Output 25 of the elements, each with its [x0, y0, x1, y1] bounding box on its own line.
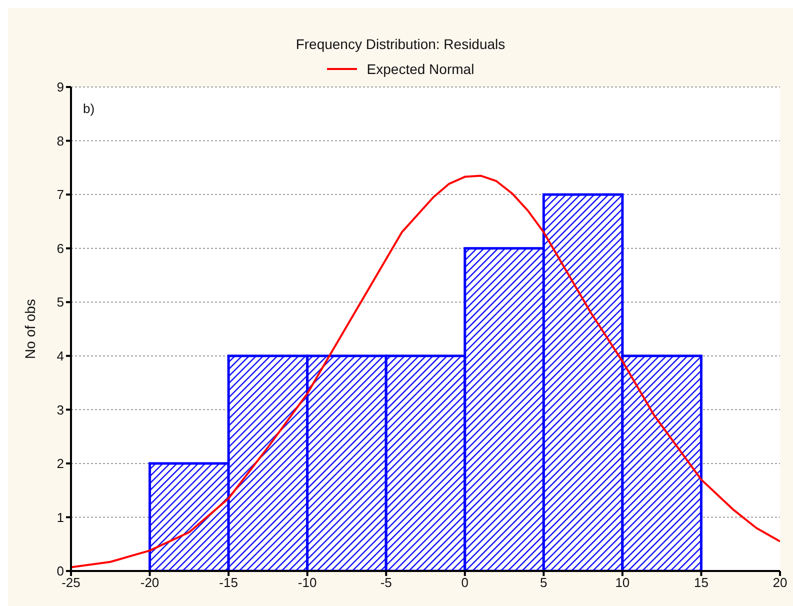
x-tick-label: -5 [380, 575, 392, 590]
x-tick-label: -10 [298, 575, 317, 590]
y-tick-label: 6 [56, 240, 64, 256]
y-tick-label: 9 [56, 80, 64, 95]
x-tick-label: 10 [615, 575, 630, 590]
x-tick-label: -15 [219, 575, 238, 590]
y-tick-label: 1 [56, 510, 64, 525]
y-tick-label: 8 [56, 133, 64, 148]
chart-title: Frequency Distribution: Residuals [294, 35, 506, 54]
annotation: b) [83, 101, 95, 116]
y-tick-label: 0 [56, 564, 64, 579]
y-axis-title: No of obs [22, 299, 38, 359]
x-tick-label: 0 [461, 575, 469, 590]
x-tick-label: 15 [694, 575, 708, 590]
x-tick-label: 5 [540, 575, 548, 590]
y-tick-label: 5 [56, 294, 64, 310]
y-tick-label: 4 [56, 348, 64, 364]
x-tick-label: -25 [62, 575, 80, 590]
line-series [71, 174, 780, 568]
y-tick-label: 2 [56, 456, 64, 472]
x-tick-label: -20 [140, 575, 160, 590]
y-tick-label: 7 [56, 187, 64, 202]
y-tick-label: 3 [56, 402, 64, 418]
legend-label: Expected Normal [366, 61, 474, 77]
x-tick-label: 20 [772, 575, 788, 590]
